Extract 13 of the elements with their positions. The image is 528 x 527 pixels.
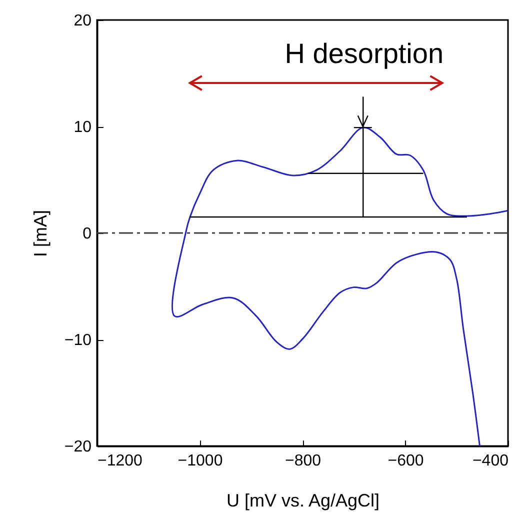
x-axis-title: U [mV vs. Ag/AgCl]	[226, 490, 380, 510]
x-tick-label: −1200	[98, 452, 143, 470]
x-tick-label: −800	[284, 452, 322, 470]
y-axis-title: I [mA]	[30, 210, 50, 258]
x-tick-label: −600	[388, 452, 424, 470]
y-tick-label: −10	[64, 332, 92, 349]
y-tick-label: 10	[74, 119, 92, 136]
y-tick-label: −20	[64, 438, 92, 456]
x-tick-label: −1000	[178, 452, 223, 470]
y-tick-label: 20	[74, 12, 92, 30]
y-tick-label: 0	[82, 226, 92, 242]
annotation: H desorption	[284, 38, 444, 69]
x-tick-label: −400	[472, 452, 509, 470]
